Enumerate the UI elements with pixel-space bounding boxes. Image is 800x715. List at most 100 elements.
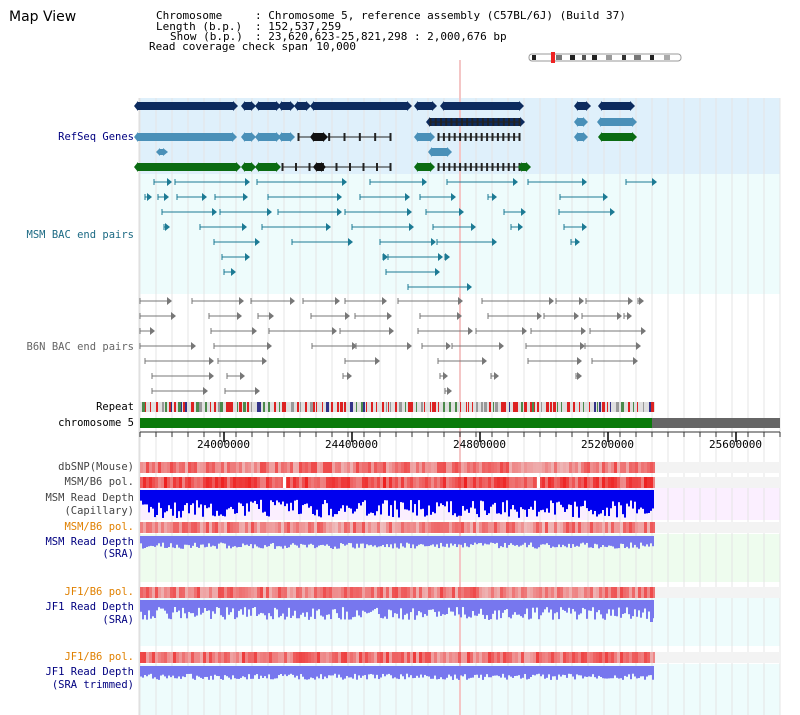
heatmap-cell	[407, 652, 410, 663]
heatmap-cell	[158, 462, 161, 473]
track-feature	[203, 387, 208, 395]
read-depth-bar	[396, 490, 398, 510]
read-depth-bar	[522, 666, 524, 678]
track-label-dbsnp[interactable]: dbSNP(Mouse)	[58, 461, 134, 473]
heatmap-cell	[302, 462, 305, 473]
read-depth-bar	[538, 600, 540, 620]
read-depth-bar	[548, 536, 550, 546]
heatmap-cell	[629, 522, 632, 533]
heatmap-cell	[215, 477, 218, 488]
heatmap-cell	[365, 462, 368, 473]
refseq-gene	[428, 147, 452, 157]
read-depth-bar	[442, 536, 444, 547]
read-depth-bar	[252, 600, 254, 609]
read-depth-bar	[158, 490, 160, 503]
heatmap-cell	[629, 587, 632, 598]
read-depth-bar	[286, 666, 288, 677]
heatmap-cell	[206, 522, 209, 533]
heatmap-cell	[491, 462, 494, 473]
read-depth-bar	[400, 490, 402, 503]
read-depth-bar	[194, 490, 196, 515]
heatmap-cell	[224, 587, 227, 598]
read-depth-bar	[212, 600, 214, 612]
read-depth-bar	[358, 536, 360, 548]
gene-exon	[475, 163, 478, 171]
track-label-repeat[interactable]: Repeat	[96, 401, 134, 413]
track-label-refseq[interactable]: RefSeq Genes	[58, 131, 134, 143]
read-depth-bar	[302, 490, 304, 506]
read-depth-bar	[550, 666, 552, 680]
read-depth-bar	[426, 600, 428, 616]
read-depth-bar	[416, 666, 418, 676]
read-depth-bar	[630, 600, 632, 619]
track-feature	[526, 162, 531, 172]
bac-end-pair	[268, 327, 337, 335]
track-feature	[603, 193, 608, 201]
heatmap-cell	[233, 477, 236, 488]
gene-exon	[508, 118, 511, 126]
read-depth-bar	[396, 600, 398, 614]
read-depth-bar	[504, 666, 506, 678]
gene-exon	[362, 163, 365, 171]
heatmap-cell	[443, 522, 446, 533]
heatmap-cell	[488, 477, 491, 488]
track-label-msm-depth-cap[interactable]: MSM Read Depth	[45, 492, 134, 504]
bac-end-pair	[419, 312, 462, 320]
refseq-gene	[241, 132, 256, 142]
read-depth-bar	[486, 490, 488, 516]
read-depth-bar	[526, 536, 528, 548]
read-depth-bar	[572, 536, 574, 545]
read-depth-bar	[572, 600, 574, 609]
bac-end-pair	[407, 283, 472, 291]
heatmap-cell	[350, 462, 353, 473]
refseq-gene	[574, 117, 588, 127]
track-label-jf1-depth-sra[interactable]: JF1 Read Depth	[45, 601, 134, 613]
heatmap-cell	[200, 587, 203, 598]
read-depth-bar	[206, 666, 208, 677]
read-depth-bar	[222, 490, 224, 516]
track-label-msm-b6-pol-1[interactable]: MSM/B6 pol.	[64, 476, 134, 488]
read-depth-bar	[332, 490, 334, 517]
bac-end-pair	[425, 208, 464, 216]
read-depth-bar	[564, 536, 566, 547]
track-label-msm-bac[interactable]: MSM BAC end pairs	[26, 229, 134, 241]
track-label-msm-depth-sra[interactable]: MSM Read Depth	[45, 536, 134, 548]
heatmap-cell	[470, 652, 473, 663]
read-depth-bar	[184, 666, 186, 678]
read-depth-bar	[198, 600, 200, 608]
read-depth-bar	[410, 490, 412, 501]
ideogram-band	[634, 55, 641, 60]
read-depth-bar	[156, 536, 158, 546]
read-depth-bar	[352, 490, 354, 514]
track-feature	[519, 101, 524, 111]
heatmap-cell	[581, 522, 584, 533]
heatmap-cell	[161, 652, 164, 663]
heatmap-cell	[413, 462, 416, 473]
heatmap-cell	[347, 522, 350, 533]
heatmap-cell	[335, 587, 338, 598]
heatmap-cell	[296, 587, 299, 598]
read-depth-bar	[190, 600, 192, 614]
bac-end-pair	[139, 342, 196, 350]
track-label-b6n-bac[interactable]: B6N BAC end pairs	[26, 341, 134, 353]
track-label-jf1-b6-pol-1[interactable]: JF1/B6 pol.	[64, 586, 134, 598]
track-label-jf1-b6-pol-2[interactable]: JF1/B6 pol.	[64, 651, 134, 663]
track-label-msm-b6-pol-2[interactable]: MSM/B6 pol.	[64, 521, 134, 533]
heatmap-cell	[596, 477, 599, 488]
read-depth-bar	[486, 536, 488, 545]
read-depth-bar	[580, 490, 582, 507]
track-feature	[267, 342, 272, 350]
track-label-jf1-depth-trim[interactable]: JF1 Read Depth	[45, 666, 134, 678]
track-feature	[282, 102, 290, 110]
read-depth-bar	[172, 490, 174, 516]
heatmap-cell	[641, 477, 644, 488]
heatmap-cell	[290, 587, 293, 598]
heatmap-cell	[554, 477, 557, 488]
read-depth-bar	[638, 600, 640, 611]
read-depth-bar	[490, 536, 492, 543]
gene-exon	[502, 118, 505, 126]
read-depth-bar	[436, 666, 438, 680]
repeat-element	[263, 402, 265, 412]
track-feature	[549, 297, 554, 305]
heatmap-cell	[149, 587, 152, 598]
